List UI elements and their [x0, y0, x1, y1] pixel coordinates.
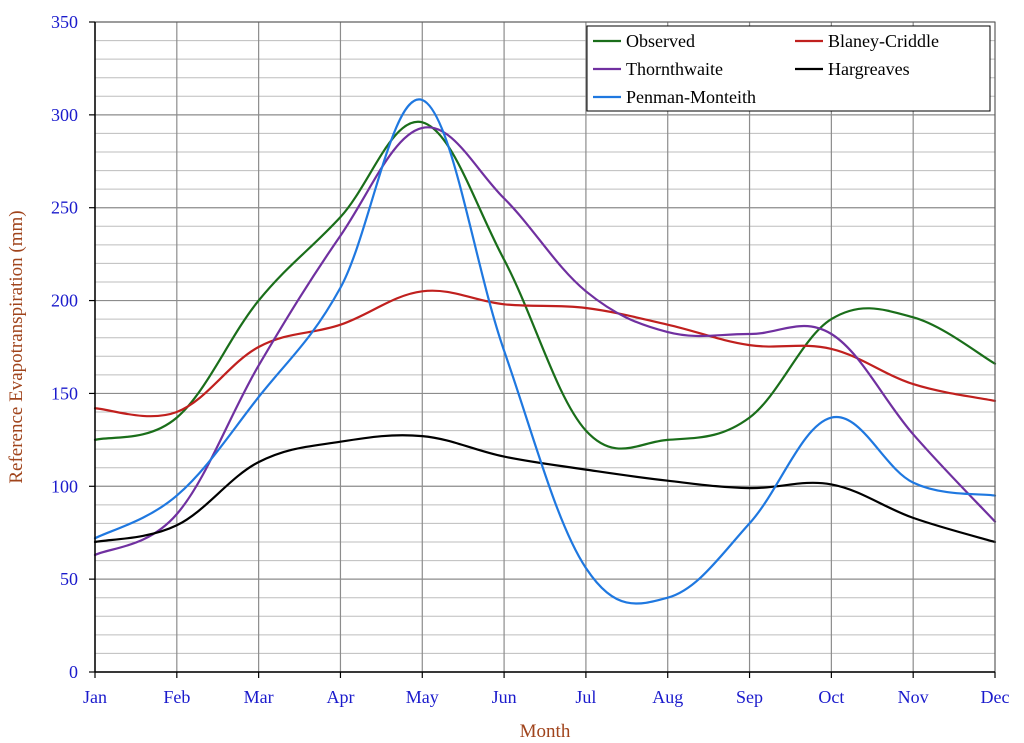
legend-label-penman-monteith: Penman-Monteith [626, 87, 756, 107]
y-tick-label: 350 [51, 12, 78, 32]
x-tick-label: Aug [652, 687, 683, 707]
x-tick-label: Jul [575, 687, 596, 707]
x-tick-label: Jan [83, 687, 107, 707]
x-tick-label: Dec [981, 687, 1010, 707]
legend-label-blaney-criddle: Blaney-Criddle [828, 31, 939, 51]
series-line-blaney-criddle [93, 289, 997, 418]
x-tick-label: Sep [736, 687, 763, 707]
x-tick-label: Apr [326, 687, 354, 707]
series-lines [93, 98, 997, 605]
legend-box [586, 25, 991, 112]
x-tick-label: Jun [492, 687, 517, 707]
x-axis-title: Month [520, 721, 571, 742]
y-tick-label: 300 [51, 105, 78, 125]
legend: Observed Blaney-Criddle Thornthwaite Hargre… [586, 25, 991, 112]
y-tick-label: 50 [60, 569, 78, 589]
series-line-thornthwaite [93, 126, 997, 557]
x-tick-label: May [406, 687, 439, 707]
y-tick-label: 0 [69, 662, 78, 682]
y-axis-title: Reference Evapotranspiration (mm) [6, 210, 27, 483]
legend-label-hargreaves: Hargreaves [828, 59, 910, 79]
y-tick-label: 150 [51, 383, 78, 403]
series-line-observed [93, 120, 997, 450]
y-tick-label: 200 [51, 291, 78, 311]
y-tick-label: 100 [51, 476, 78, 496]
legend-label-thornthwaite: Thornthwaite [626, 59, 723, 79]
x-axis-ticks: Jan Feb Mar Apr May Jun Jul Aug Sep Oct Nov Dec [83, 672, 1009, 707]
x-tick-label: Nov [898, 687, 929, 707]
x-tick-label: Oct [818, 687, 844, 707]
y-tick-label: 250 [51, 198, 78, 218]
legend-label-observed: Observed [626, 31, 695, 51]
series-line-penman-monteith [93, 98, 997, 605]
x-tick-label: Mar [244, 687, 274, 707]
plot-area [95, 22, 995, 672]
y-axis-ticks: 0 50 100 150 200 250 300 350 [51, 12, 95, 682]
x-tick-label: Feb [163, 687, 190, 707]
